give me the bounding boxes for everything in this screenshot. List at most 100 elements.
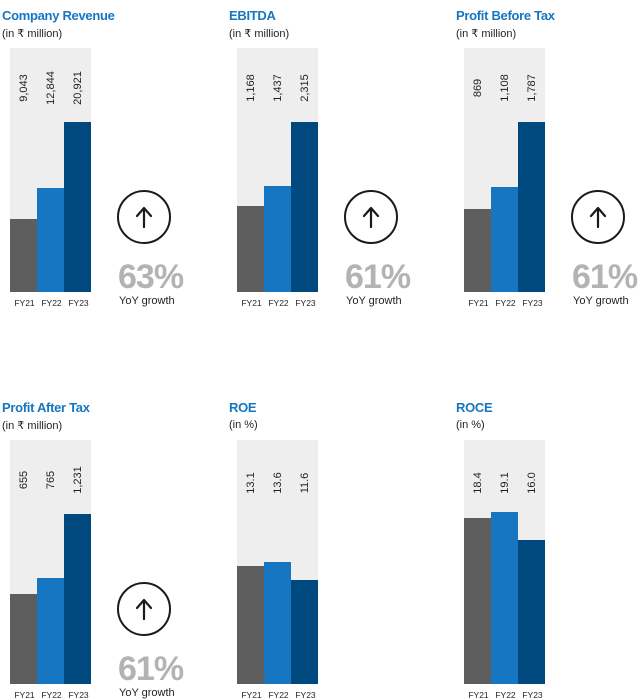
bar-value-text: 13.1 [244,472,257,494]
bar-fy22 [491,186,518,292]
chart-unit: (in ₹ million) [2,420,63,432]
bar-fy21 [237,206,264,292]
plot-area: 655 FY21 765 FY22 1,231 FY23 [2,440,92,700]
category-label: FY22 [268,690,289,700]
bar-value-label: 1,787 [518,53,545,123]
category-label: FY22 [495,690,516,700]
bar-value-text: 9,043 [17,74,30,102]
bar-value-label: 2,315 [291,53,318,123]
bar-value-label: 1,437 [264,53,291,123]
chart-panel: Profit After Tax (in ₹ million) 655 FY21 765… [2,400,212,700]
bar-fy22 [37,578,64,684]
bar-fy21 [464,518,491,684]
bar-value-label: 1,231 [64,445,91,515]
plot-area: 869 FY21 1,108 FY22 1,787 FY23 [456,48,546,308]
bar-value-text: 765 [44,470,57,490]
plot-area: 1,168 FY21 1,437 FY22 2,315 FY23 [229,48,319,308]
chart-panel: EBITDA (in ₹ million) 1,168 FY21 1,437 FY22 2,… [229,8,439,308]
bar-value-text: 12,844 [44,71,57,105]
chart-panel: Profit Before Tax (in ₹ million) 869 FY21 1,… [456,8,642,308]
chart-title: EBITDA [229,8,276,23]
chart-title: Profit After Tax [2,400,90,415]
chart-unit: (in %) [456,419,485,431]
bar-fy23 [518,122,545,292]
bar-value-label: 9,043 [10,53,37,123]
bar-fy22 [264,561,291,684]
chart-panel: Company Revenue (in ₹ million) 9,043 FY21 12… [2,8,212,308]
bar-fy23 [291,579,318,684]
bar-value-label: 11.6 [291,448,318,518]
arrow-up-icon [117,190,171,244]
category-label: FY21 [468,690,489,700]
plot-area: 13.1 FY21 13.6 FY22 11.6 FY23 [229,440,319,700]
bar-fy21 [464,209,491,292]
bar-fy23 [291,122,318,292]
category-label: FY23 [68,298,89,308]
arrow-up-icon [571,190,625,244]
bar-fy21 [237,566,264,684]
bar-value-label: 18.4 [464,448,491,518]
category-label: FY21 [241,298,262,308]
category-label: FY23 [522,298,543,308]
bar-value-text: 655 [17,470,30,490]
bar-fy21 [10,218,37,292]
bar-value-label: 1,168 [237,53,264,123]
category-label: FY21 [14,298,35,308]
bar-value-text: 869 [471,78,484,98]
bar-value-text: 20,921 [71,71,84,105]
category-label: FY23 [295,690,316,700]
arrow-up-icon [117,582,171,636]
bar-value-label: 869 [464,53,491,123]
category-label: FY22 [41,690,62,700]
bar-value-label: 13.6 [264,448,291,518]
chart-unit: (in ₹ million) [2,28,63,40]
chart-panel: ROCE (in %) 18.4 FY21 19.1 FY22 16.0 FY23 [456,400,642,700]
category-label: FY22 [495,298,516,308]
chart-panel: ROE (in %) 13.1 FY21 13.6 FY22 11.6 FY23 [229,400,439,700]
bar-value-label: 16.0 [518,448,545,518]
category-label: FY23 [295,298,316,308]
chart-title: ROCE [456,400,493,415]
bar-value-label: 20,921 [64,53,91,123]
bar-fy23 [64,514,91,684]
plot-area: 9,043 FY21 12,844 FY22 20,921 FY23 [2,48,92,308]
category-label: FY23 [68,690,89,700]
bar-value-label: 19.1 [491,448,518,518]
category-label: FY22 [41,298,62,308]
chart-title: ROE [229,400,257,415]
chart-unit: (in ₹ million) [229,28,290,40]
bar-fy22 [37,187,64,292]
growth-percentage: 61% [345,258,411,296]
bar-value-text: 1,108 [498,74,511,102]
chart-title: Profit Before Tax [456,8,555,23]
category-label: FY23 [522,690,543,700]
bar-value-text: 1,437 [271,74,284,102]
growth-label: YoY growth [573,295,629,307]
arrow-up-icon [344,190,398,244]
bar-value-text: 13.6 [271,472,284,494]
bar-value-text: 2,315 [298,74,311,102]
bar-value-text: 18.4 [471,472,484,494]
growth-label: YoY growth [119,687,175,699]
bar-value-label: 655 [10,445,37,515]
bar-value-label: 1,108 [491,53,518,123]
bar-fy23 [64,122,91,292]
growth-label: YoY growth [119,295,175,307]
bar-value-text: 11.6 [298,472,311,494]
growth-percentage: 63% [118,258,184,296]
bar-value-label: 13.1 [237,448,264,518]
category-label: FY22 [268,298,289,308]
growth-percentage: 61% [118,650,184,688]
category-label: FY21 [241,690,262,700]
category-label: FY21 [468,298,489,308]
bar-fy21 [10,593,37,684]
bar-value-text: 1,231 [71,466,84,494]
bar-fy22 [264,186,291,292]
chart-unit: (in %) [229,419,258,431]
growth-label: YoY growth [346,295,402,307]
bar-value-text: 19.1 [498,472,511,494]
chart-title: Company Revenue [2,8,115,23]
chart-unit: (in ₹ million) [456,28,517,40]
category-label: FY21 [14,690,35,700]
plot-area: 18.4 FY21 19.1 FY22 16.0 FY23 [456,440,546,700]
